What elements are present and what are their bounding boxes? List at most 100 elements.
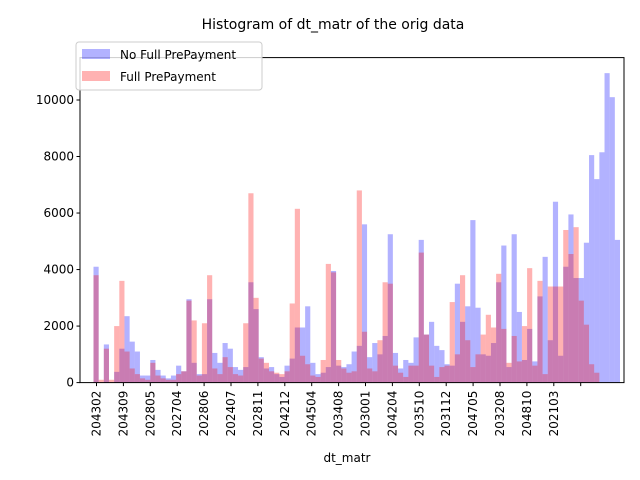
histogram-bar	[589, 364, 595, 383]
histogram-bar	[372, 343, 378, 383]
x-axis-label: dt_matr	[323, 451, 370, 465]
histogram-bar	[201, 323, 208, 383]
histogram-bar	[398, 372, 404, 383]
histogram-bar	[238, 375, 244, 383]
histogram-bar	[583, 324, 590, 383]
histogram-bar	[336, 359, 342, 383]
histogram-bar	[320, 359, 326, 383]
histogram-bar	[552, 201, 559, 383]
histogram-bar	[356, 190, 362, 383]
histogram-bar	[429, 365, 435, 383]
histogram-bar	[274, 372, 280, 383]
x-tick-label: 204204	[385, 391, 399, 437]
histogram-bar	[170, 375, 177, 383]
histogram-bar	[578, 278, 584, 383]
histogram-bar	[325, 263, 331, 383]
histogram-bar	[459, 321, 466, 383]
histogram-bar	[418, 252, 424, 383]
histogram-bar	[382, 282, 388, 383]
histogram-bar	[341, 368, 347, 383]
histogram-bar	[315, 374, 321, 383]
histogram-bar	[108, 379, 115, 383]
histogram-bar	[243, 323, 249, 383]
histogram-bar	[516, 361, 522, 383]
histogram-bar	[227, 348, 233, 383]
y-axis: 0 2000 4000 6000 8000 10000	[36, 93, 80, 390]
histogram-bar	[516, 311, 522, 383]
histogram-bar	[609, 97, 615, 383]
histogram-bar	[367, 357, 373, 383]
histogram-bar	[372, 371, 378, 383]
histogram-bar	[563, 229, 569, 383]
histogram-bar	[145, 379, 151, 383]
histogram-bar	[521, 359, 528, 383]
histogram-bar	[170, 379, 177, 383]
histogram-bar	[103, 344, 109, 383]
histogram-bar	[217, 362, 223, 383]
x-tick-label: 202811	[251, 391, 265, 437]
histogram-bar	[413, 337, 419, 383]
histogram-bar	[253, 309, 259, 383]
histogram-bar	[558, 355, 564, 383]
histogram-bar	[454, 283, 460, 383]
y-tick-label: 0	[66, 376, 74, 390]
histogram-bar	[253, 297, 259, 383]
histogram-bar	[227, 367, 233, 383]
histogram-bar	[387, 234, 393, 383]
histogram-bar	[398, 368, 404, 383]
x-tick-label: 204504	[305, 391, 319, 437]
y-tick-label: 2000	[43, 319, 74, 333]
y-tick-label: 10000	[36, 93, 74, 107]
histogram-bar	[506, 367, 512, 383]
histogram-bar	[351, 371, 357, 383]
histogram-bar	[429, 321, 435, 383]
histogram-bar	[134, 351, 140, 383]
histogram-bar	[279, 376, 285, 383]
x-tick-label: 204302	[90, 391, 104, 437]
histogram-bar	[506, 362, 512, 383]
histogram-bar	[186, 300, 192, 383]
histogram-bar	[568, 254, 574, 383]
histogram-bar	[423, 334, 430, 383]
histogram-bar	[124, 351, 130, 383]
histogram-bar	[93, 266, 99, 383]
histogram-bar	[217, 374, 223, 383]
histogram-bar	[191, 320, 197, 383]
histogram-bar	[196, 374, 202, 383]
histogram-bar	[377, 354, 383, 383]
histogram-bar	[222, 343, 228, 383]
histogram-bar	[134, 374, 140, 383]
histogram-bar	[160, 378, 166, 383]
histogram-bar	[248, 193, 254, 383]
histogram-bar	[444, 364, 450, 383]
histogram-bar	[470, 367, 476, 383]
histogram-bar	[449, 365, 455, 383]
x-tick-label: 204212	[278, 391, 292, 437]
histogram-bar	[490, 343, 497, 383]
histogram-bar	[336, 365, 342, 383]
histogram-bar	[274, 374, 280, 383]
histogram-bar	[284, 365, 290, 383]
histogram-bar	[139, 375, 146, 383]
legend-swatch-full-prepayment	[82, 71, 110, 81]
histogram-bar	[558, 286, 564, 383]
histogram-bar	[299, 327, 306, 383]
histogram-bar	[594, 372, 600, 383]
histogram-bar	[181, 371, 187, 383]
histogram-bar	[341, 367, 347, 383]
x-tick-label: 202407	[224, 391, 238, 437]
histogram-bar	[387, 283, 393, 383]
histogram-bar	[578, 300, 584, 383]
x-tick-label: 203208	[493, 391, 507, 437]
histogram-bar	[238, 369, 244, 383]
histogram-bar	[485, 355, 491, 383]
histogram-bar	[315, 376, 321, 383]
histogram-bar	[485, 314, 491, 383]
histogram-bar	[563, 266, 569, 383]
histogram-bar	[330, 272, 337, 383]
histogram-bar	[511, 234, 517, 383]
histogram-bar	[547, 286, 553, 383]
histogram-bar	[305, 364, 311, 383]
histogram-bar	[284, 371, 290, 383]
